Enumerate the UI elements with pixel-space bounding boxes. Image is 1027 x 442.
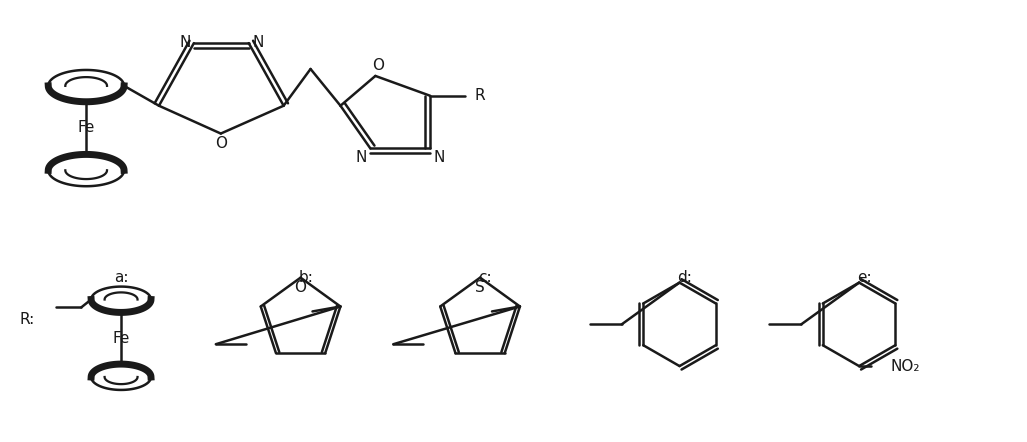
Text: N: N: [252, 34, 263, 50]
Text: N: N: [433, 150, 445, 165]
Text: O: O: [295, 280, 307, 295]
Text: d:: d:: [677, 270, 692, 285]
Text: O: O: [373, 58, 384, 73]
Text: NO₂: NO₂: [891, 358, 920, 373]
Text: N: N: [179, 34, 191, 50]
Text: b:: b:: [298, 270, 313, 285]
Text: Fe: Fe: [112, 331, 129, 346]
Text: a:: a:: [114, 270, 128, 285]
Text: R:: R:: [20, 312, 35, 327]
Text: Fe: Fe: [77, 120, 94, 135]
Text: e:: e:: [857, 270, 871, 285]
Text: R: R: [474, 88, 486, 103]
Text: c:: c:: [479, 270, 492, 285]
Text: N: N: [355, 150, 367, 165]
Text: O: O: [215, 136, 227, 151]
Text: S: S: [476, 280, 485, 295]
